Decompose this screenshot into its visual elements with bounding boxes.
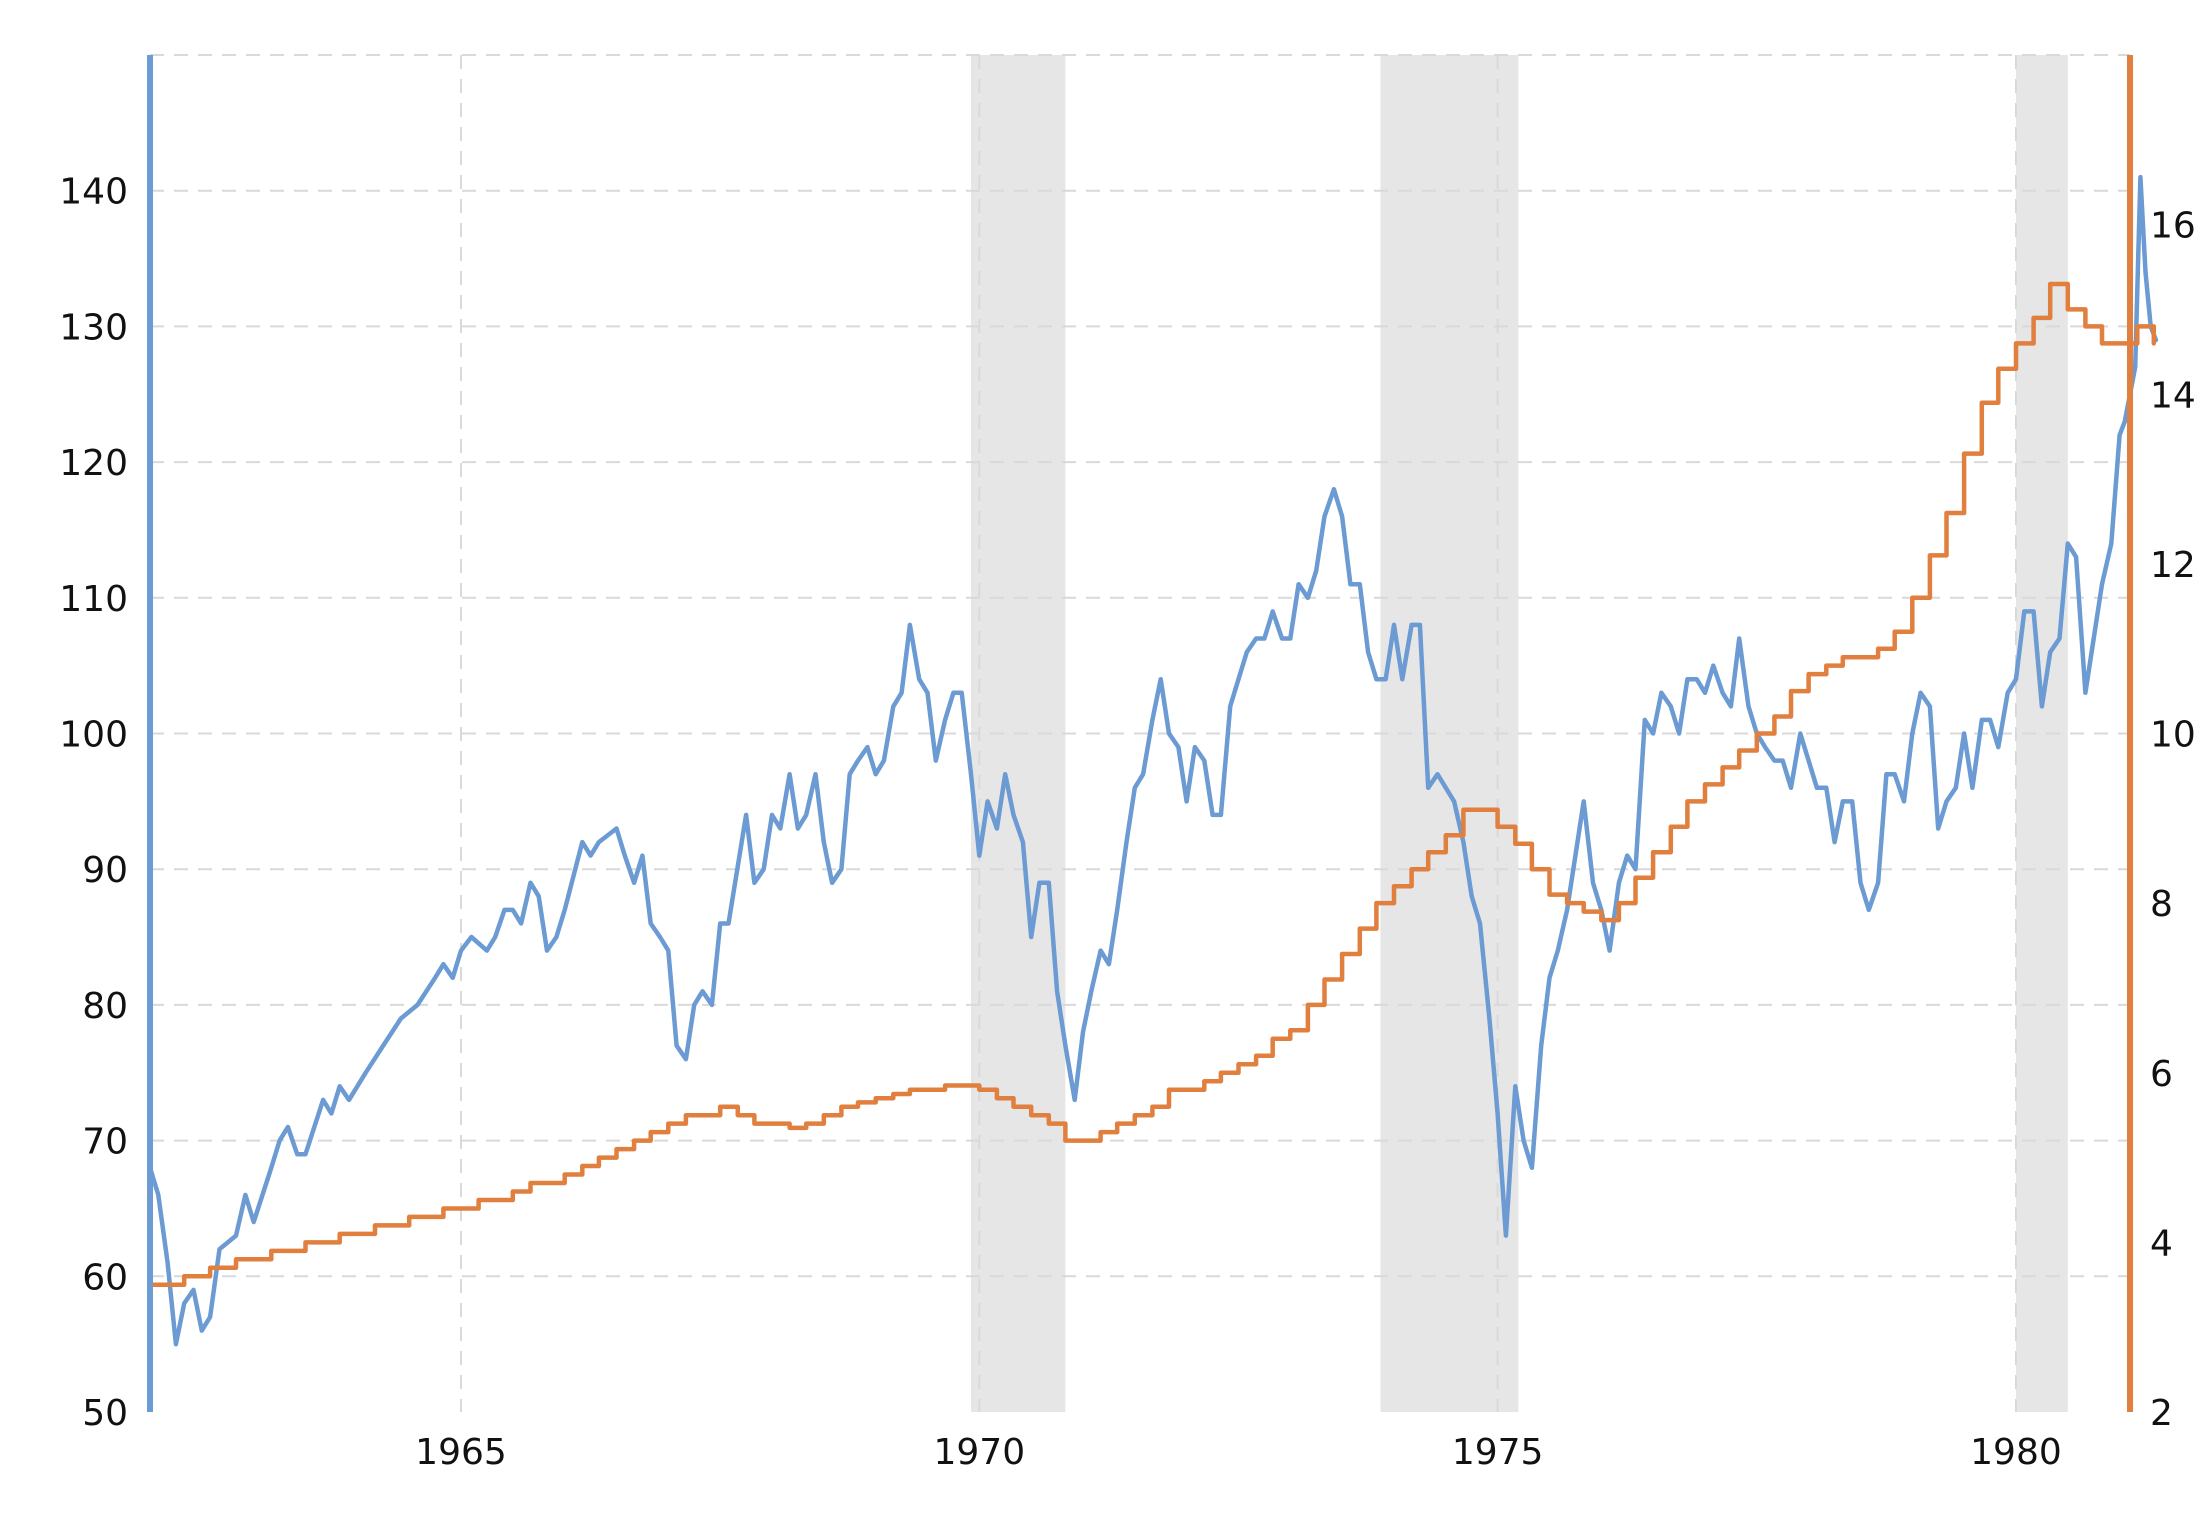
y2-tick-label-8: 8 <box>2150 884 2173 925</box>
y-tick-label-120: 120 <box>59 443 128 484</box>
gridlines-group <box>150 54 2130 1412</box>
y2-tick-label-10: 10 <box>2150 715 2196 756</box>
y-tick-label-70: 70 <box>82 1122 128 1163</box>
x-tick-label-1965: 1965 <box>415 1432 507 1473</box>
right-series-line <box>147 281 2157 1288</box>
y-tick-label-110: 110 <box>59 579 128 620</box>
y2-tick-label-6: 6 <box>2150 1054 2173 1095</box>
left-series-line <box>147 174 2159 1347</box>
axes-group <box>147 55 2133 1412</box>
y2-tick-label-2: 2 <box>2150 1393 2173 1434</box>
series-lines-group <box>147 174 2159 1347</box>
y-tick-label-130: 130 <box>59 307 128 348</box>
x-tick-label-1970: 1970 <box>934 1432 1026 1473</box>
x-tick-label-1980: 1980 <box>1970 1432 2062 1473</box>
y-tick-label-80: 80 <box>82 986 128 1027</box>
y-tick-label-100: 100 <box>59 715 128 756</box>
y2-tick-label-16: 16 <box>2150 206 2196 247</box>
y-tick-label-140: 140 <box>59 172 128 213</box>
tick-labels-group: 50 60 70 80 90 100 110 120 130 140 2 4 6 8 10 12 14 16 196… <box>59 172 2196 1473</box>
y2-tick-label-12: 12 <box>2150 545 2196 586</box>
y-tick-label-50: 50 <box>82 1393 128 1434</box>
y-tick-label-90: 90 <box>82 850 128 891</box>
y-tick-label-60: 60 <box>82 1257 128 1298</box>
y2-tick-label-14: 14 <box>2150 375 2196 416</box>
x-tick-label-1975: 1975 <box>1452 1432 1544 1473</box>
y2-tick-label-4: 4 <box>2150 1223 2173 1264</box>
